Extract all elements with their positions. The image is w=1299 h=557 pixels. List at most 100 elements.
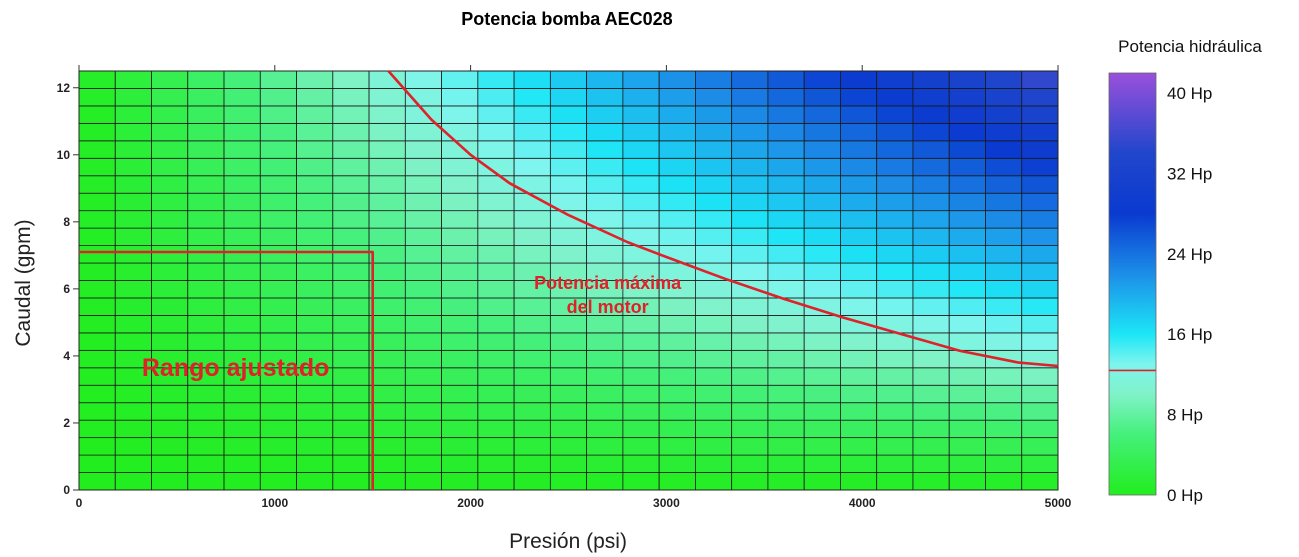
heatmap-cell [622, 419, 660, 439]
heatmap-cell [259, 70, 297, 89]
heatmap-cell [912, 437, 950, 456]
heatmap-cell [477, 402, 515, 421]
colorbar-tick-label: 8 Hp [1167, 406, 1203, 425]
heatmap-cell [78, 384, 116, 404]
heatmap-cell [1021, 227, 1059, 246]
heatmap-cell [259, 262, 297, 281]
heatmap-cell [948, 140, 986, 159]
heatmap-cell [114, 105, 152, 124]
heatmap-cell [1021, 105, 1059, 124]
heatmap-cell [223, 297, 261, 316]
heatmap-cell [477, 262, 515, 281]
heatmap-cell [586, 122, 624, 142]
heatmap-cell [549, 454, 588, 473]
heatmap-cell [296, 140, 334, 159]
heatmap-cell [695, 210, 733, 229]
heatmap-cell [368, 280, 406, 299]
heatmap-cell [549, 88, 588, 107]
heatmap-cell [114, 210, 152, 229]
heatmap-cell [513, 70, 551, 89]
heatmap-cell [187, 402, 225, 421]
heatmap-cell [840, 140, 878, 159]
heatmap-cell [368, 402, 406, 421]
heatmap-cell [513, 349, 551, 369]
heatmap-cell [912, 402, 950, 421]
heatmap-cell [622, 402, 660, 421]
heatmap-cell [441, 349, 479, 369]
heatmap-cell [658, 227, 696, 246]
heatmap-cell [1021, 140, 1059, 159]
heatmap-cell [223, 245, 261, 264]
heatmap-cell [948, 437, 986, 456]
heatmap-cell [513, 175, 551, 194]
heatmap-cell [912, 88, 950, 107]
heatmap-cell [731, 140, 769, 159]
heatmap-cell [477, 315, 515, 334]
heatmap-cell [332, 454, 370, 473]
heatmap-cell [477, 472, 515, 491]
heatmap-cell [985, 88, 1023, 107]
heatmap-cell [767, 88, 805, 107]
heatmap-cell [223, 262, 261, 281]
plot-area [78, 70, 1059, 491]
heatmap-cell [658, 88, 696, 107]
heatmap-cell [368, 297, 406, 316]
heatmap-cell [948, 210, 986, 229]
heatmap-cell [695, 349, 733, 369]
heatmap-cell [695, 315, 733, 334]
heatmap-cell [78, 419, 116, 439]
heatmap-cell [151, 88, 189, 107]
heatmap-cell [767, 472, 805, 491]
colorbar: 0 Hp 8 Hp 16 Hp 24 Hp 32 Hp 40 Hp [1108, 72, 1212, 505]
heatmap-cell [223, 454, 261, 473]
heatmap-cell [296, 384, 334, 404]
heatmap-cell [187, 332, 225, 351]
heatmap-cell [767, 367, 805, 386]
heatmap-cell [296, 227, 334, 246]
heatmap-cell [767, 192, 805, 212]
heatmap-cell [441, 472, 479, 491]
heatmap-cell [1021, 367, 1059, 386]
heatmap-cell [404, 122, 442, 142]
heatmap-cell [985, 280, 1023, 299]
heatmap-cell [223, 437, 261, 456]
heatmap-cell [296, 437, 334, 456]
heatmap-cell [948, 88, 986, 107]
heatmap-cell [477, 384, 515, 404]
heatmap-cell [985, 437, 1023, 456]
heatmap-cell [658, 402, 696, 421]
heatmap-cell [513, 384, 551, 404]
colorbar-tick-label: 40 Hp [1167, 84, 1212, 103]
heatmap-cell [368, 419, 406, 439]
heatmap-cell [731, 402, 769, 421]
heatmap-cell [912, 245, 950, 264]
heatmap-cell [78, 227, 116, 246]
heatmap-cell [767, 349, 805, 369]
heatmap-cell [151, 315, 189, 334]
heatmap-cell [549, 105, 588, 124]
heatmap-cell [586, 88, 624, 107]
heatmap-cell [731, 157, 769, 177]
heatmap-cell [187, 88, 225, 107]
heatmap-cell [223, 157, 261, 177]
heatmap-cell [876, 227, 914, 246]
heatmap-cell [876, 140, 914, 159]
heatmap-cell [840, 157, 878, 177]
heatmap-cell [876, 157, 914, 177]
heatmap-cell [477, 105, 515, 124]
heatmap-cell [912, 297, 950, 316]
heatmap-cell [767, 437, 805, 456]
heatmap-cell [404, 437, 442, 456]
heatmap-cell [840, 332, 878, 351]
heatmap-cell [658, 437, 696, 456]
heatmap-cell [586, 157, 624, 177]
heatmap-cell [803, 210, 841, 229]
heatmap-cell [948, 280, 986, 299]
heatmap-cell [985, 175, 1023, 194]
heatmap-cell [404, 262, 442, 281]
heatmap-cell [876, 419, 914, 439]
heatmap-cell [549, 70, 588, 89]
heatmap-cell [948, 419, 986, 439]
heatmap-cell [767, 157, 805, 177]
heatmap-cell [332, 437, 370, 456]
